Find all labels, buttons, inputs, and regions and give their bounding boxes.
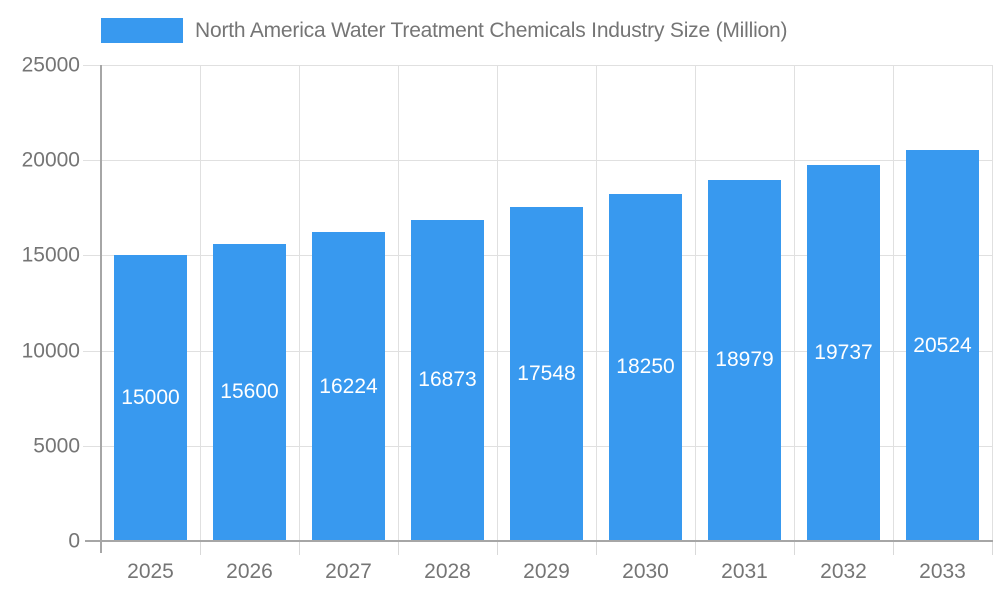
legend-label: North America Water Treatment Chemicals …: [195, 18, 788, 42]
v-gridline-7: [794, 65, 795, 541]
y-axis-line: [100, 65, 102, 553]
v-gridline-5: [596, 65, 597, 541]
x-tick-label-2025: 2025: [127, 560, 174, 583]
x-tick-mark-8: [893, 541, 894, 555]
x-tick-label-2033: 2033: [919, 560, 966, 583]
v-gridline-1: [200, 65, 201, 541]
v-gridline-8: [893, 65, 894, 541]
x-tick-mark-5: [596, 541, 597, 555]
x-tick-mark-6: [695, 541, 696, 555]
x-tick-mark-1: [200, 541, 201, 555]
x-tick-label-2027: 2027: [325, 560, 372, 583]
v-gridline-9: [992, 65, 993, 541]
v-gridline-4: [497, 65, 498, 541]
x-tick-label-2026: 2026: [226, 560, 273, 583]
x-tick-label-2031: 2031: [721, 560, 768, 583]
x-tick-label-2030: 2030: [622, 560, 669, 583]
bar-2026[interactable]: [213, 243, 286, 541]
legend-item[interactable]: North America Water Treatment Chemicals …: [101, 18, 788, 43]
x-tick-label-2028: 2028: [424, 560, 471, 583]
bar-2028[interactable]: [411, 219, 484, 541]
v-gridline-6: [695, 65, 696, 541]
bar-2033[interactable]: [906, 150, 979, 541]
bar-2032[interactable]: [807, 165, 880, 541]
y-tick-label-5000: 5000: [33, 434, 80, 458]
h-gridline-20000: [83, 160, 992, 161]
y-tick-label-25000: 25000: [21, 53, 80, 77]
legend-swatch: [101, 18, 183, 43]
y-tick-label-15000: 15000: [21, 243, 80, 267]
x-tick-mark-7: [794, 541, 795, 555]
x-tick-mark-2: [299, 541, 300, 555]
x-tick-label-2029: 2029: [523, 560, 570, 583]
bar-2029[interactable]: [510, 206, 583, 541]
x-tick-mark-4: [497, 541, 498, 555]
bar-2030[interactable]: [609, 193, 682, 541]
x-tick-mark-9: [992, 541, 993, 555]
x-tick-mark-3: [398, 541, 399, 555]
bar-2031[interactable]: [708, 179, 781, 541]
v-gridline-3: [398, 65, 399, 541]
bar-2027[interactable]: [312, 232, 385, 541]
y-tick-label-20000: 20000: [21, 148, 80, 172]
y-tick-label-10000: 10000: [21, 339, 80, 363]
x-tick-label-2032: 2032: [820, 560, 867, 583]
h-gridline-25000: [83, 65, 992, 66]
y-tick-label-0: 0: [68, 529, 80, 553]
v-gridline-2: [299, 65, 300, 541]
bar-2025[interactable]: [114, 255, 187, 541]
